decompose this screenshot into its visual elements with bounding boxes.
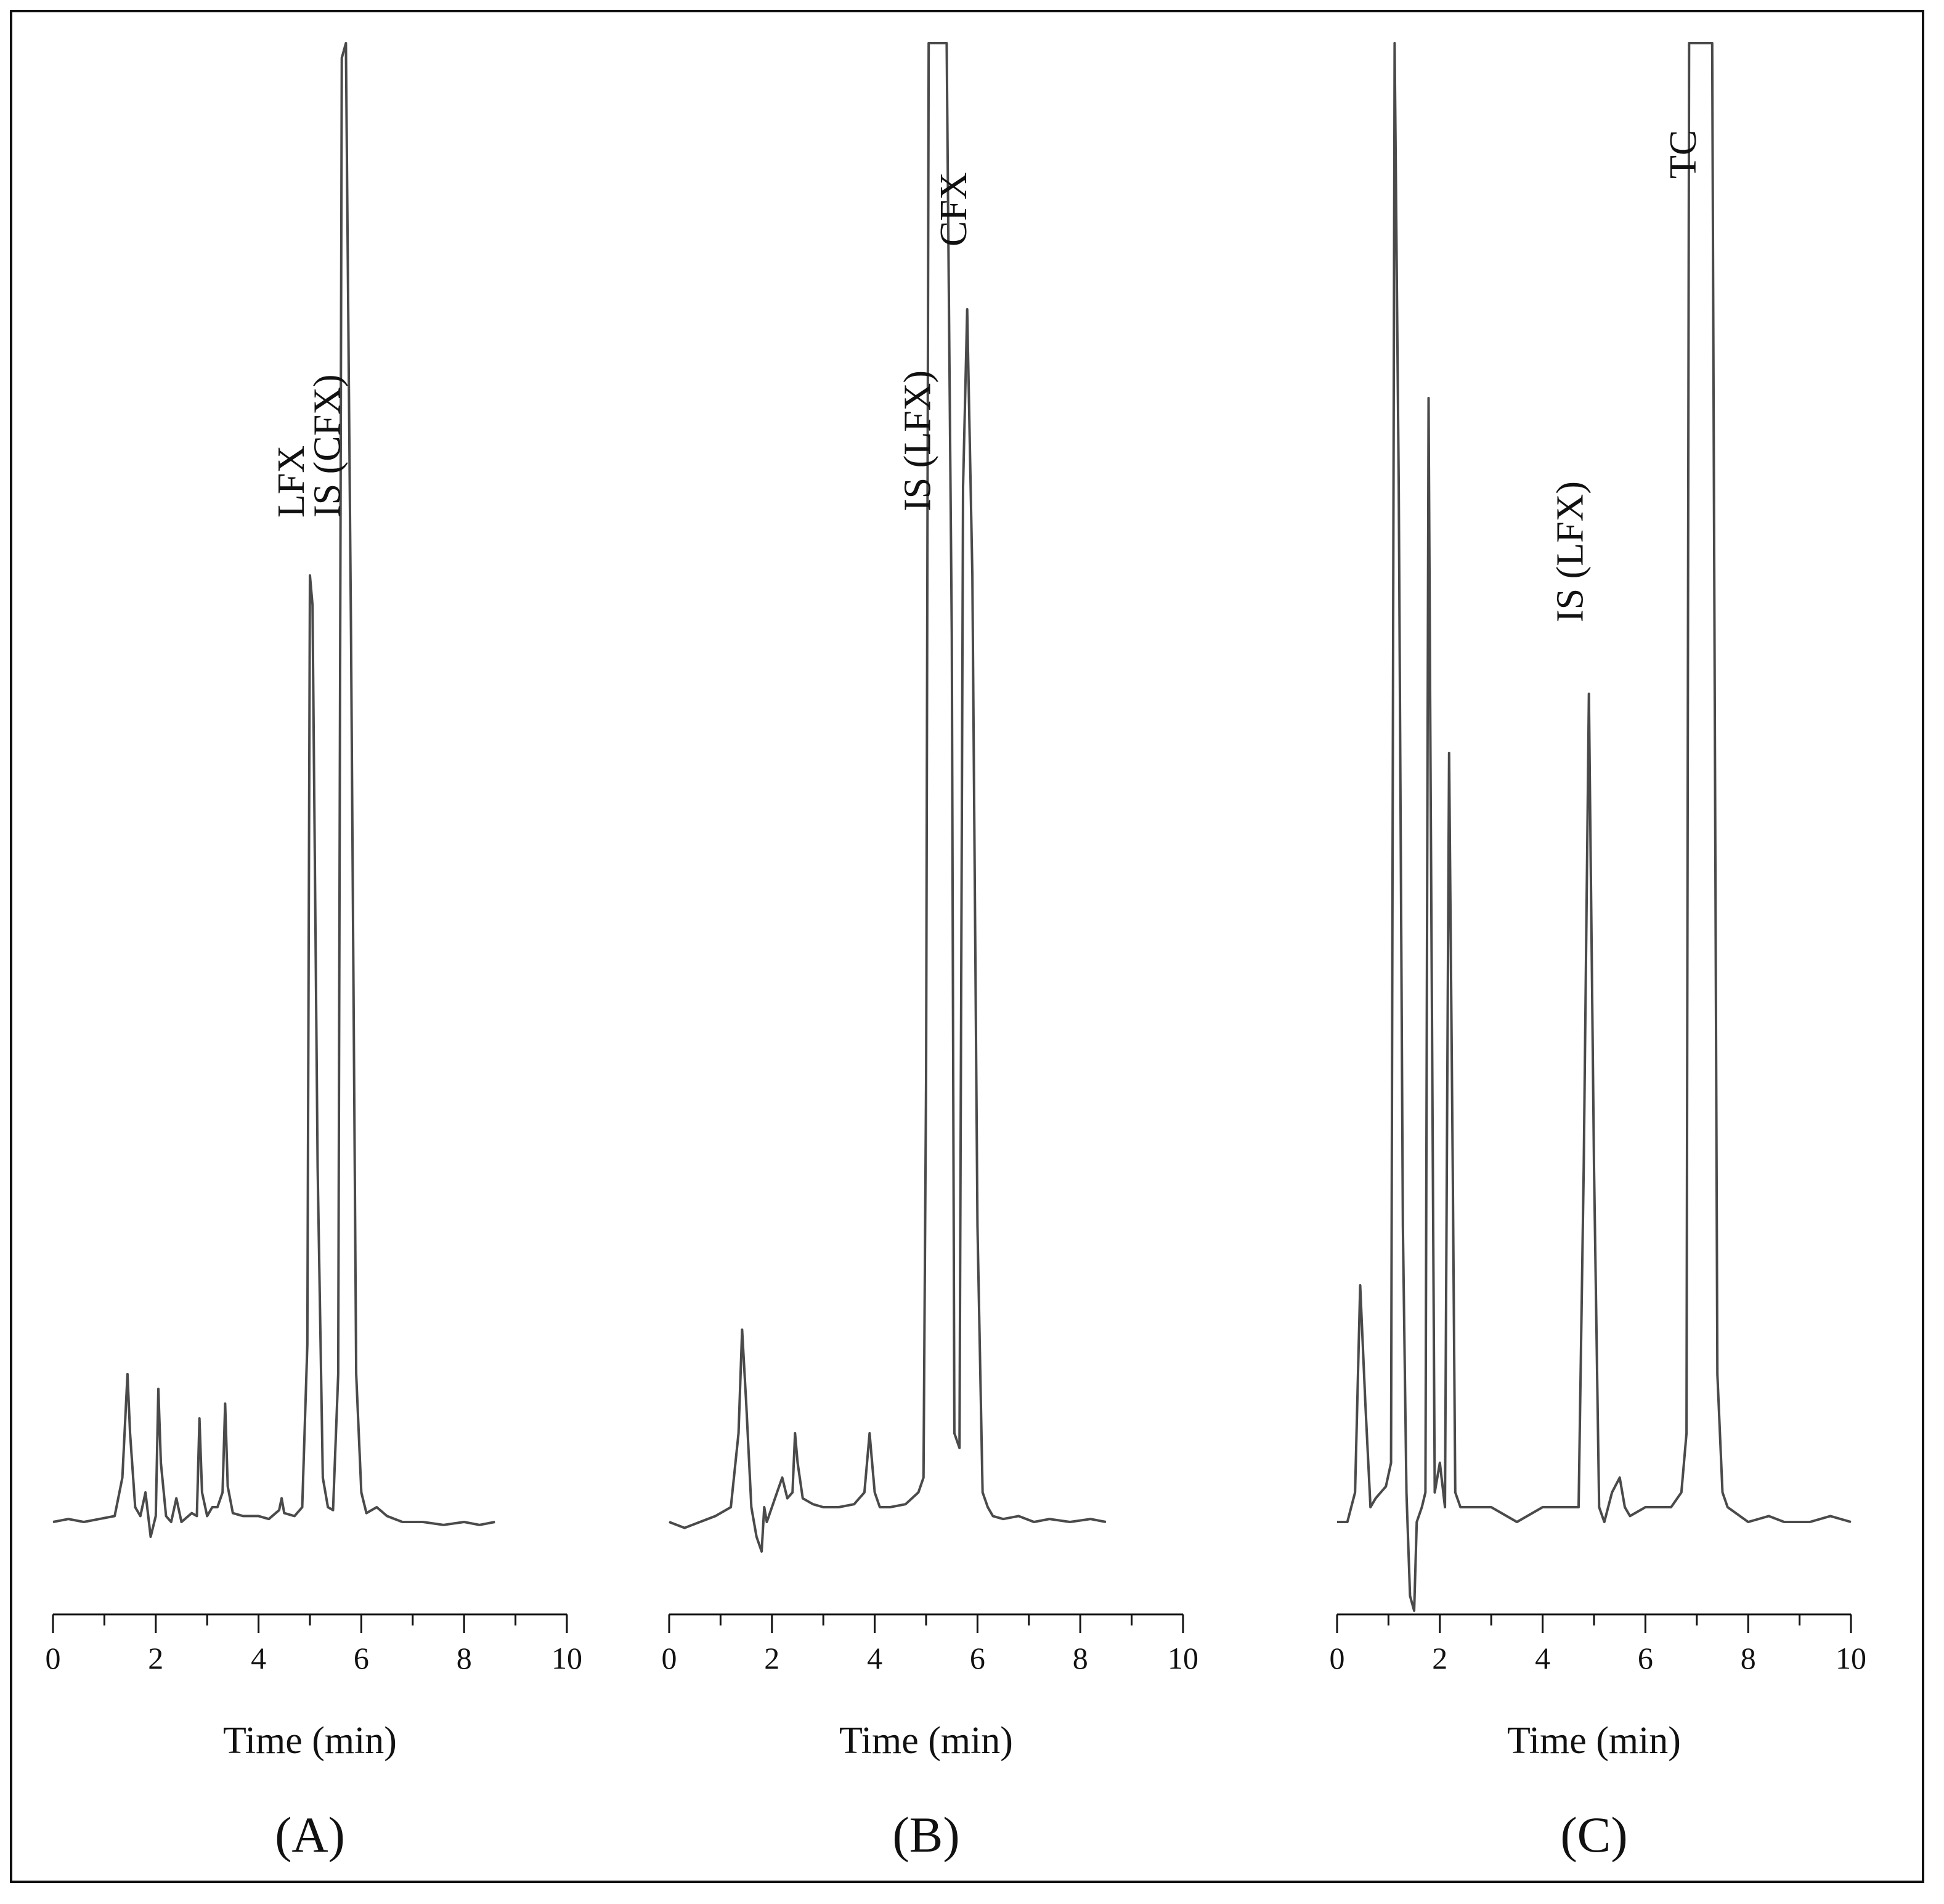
figure-frame: 0 2 4 6 8 10 Time (min) (A) LFX IS (CFX) 0 2 4 6 8 10 Ti… xyxy=(10,10,1924,1883)
panel-label: (A) xyxy=(275,1807,345,1863)
x-tick-label: 10 xyxy=(1836,1641,1866,1675)
chromatogram-trace-2-1 xyxy=(669,42,1107,1553)
x-tick-label: 6 xyxy=(1638,1641,1653,1675)
x-tick-label: 4 xyxy=(867,1641,882,1675)
x-tick-label: 2 xyxy=(1432,1641,1447,1675)
peak-label: IS (CFX) xyxy=(306,374,348,518)
peak-label: CFX xyxy=(933,172,975,246)
x-tick-label: 10 xyxy=(551,1641,582,1675)
panel-label: (B) xyxy=(892,1807,959,1863)
x-tick-label: 6 xyxy=(354,1641,369,1675)
x-axis-title: Time (min) xyxy=(839,1720,1013,1762)
panel-label: (C) xyxy=(1560,1807,1627,1863)
peak-label: IS (LFX) xyxy=(1550,481,1592,622)
x-tick-label: 0 xyxy=(662,1641,677,1675)
x-tick-label: 8 xyxy=(1073,1641,1088,1675)
chromatogram-trace-1-1 xyxy=(52,42,495,1538)
peak-label: LFX xyxy=(270,445,312,518)
peak-label: TC xyxy=(1662,130,1704,179)
x-axis-title: Time (min) xyxy=(223,1720,397,1762)
x-axis-title: Time (min) xyxy=(1507,1720,1681,1762)
x-tick-label: 6 xyxy=(970,1641,985,1675)
x-tick-label: 2 xyxy=(764,1641,779,1675)
x-tick-label: 4 xyxy=(1535,1641,1550,1675)
x-tick-label: 8 xyxy=(457,1641,472,1675)
x-tick-label: 8 xyxy=(1741,1641,1756,1675)
chromatogram-trace-3-1 xyxy=(1337,42,1852,1612)
peak-label: IS (LFX) xyxy=(897,370,939,511)
x-tick-label: 10 xyxy=(1168,1641,1198,1675)
x-tick-label: 0 xyxy=(46,1641,61,1675)
x-tick-label: 4 xyxy=(251,1641,266,1675)
x-tick-label: 2 xyxy=(148,1641,163,1675)
x-tick-label: 0 xyxy=(1330,1641,1345,1675)
